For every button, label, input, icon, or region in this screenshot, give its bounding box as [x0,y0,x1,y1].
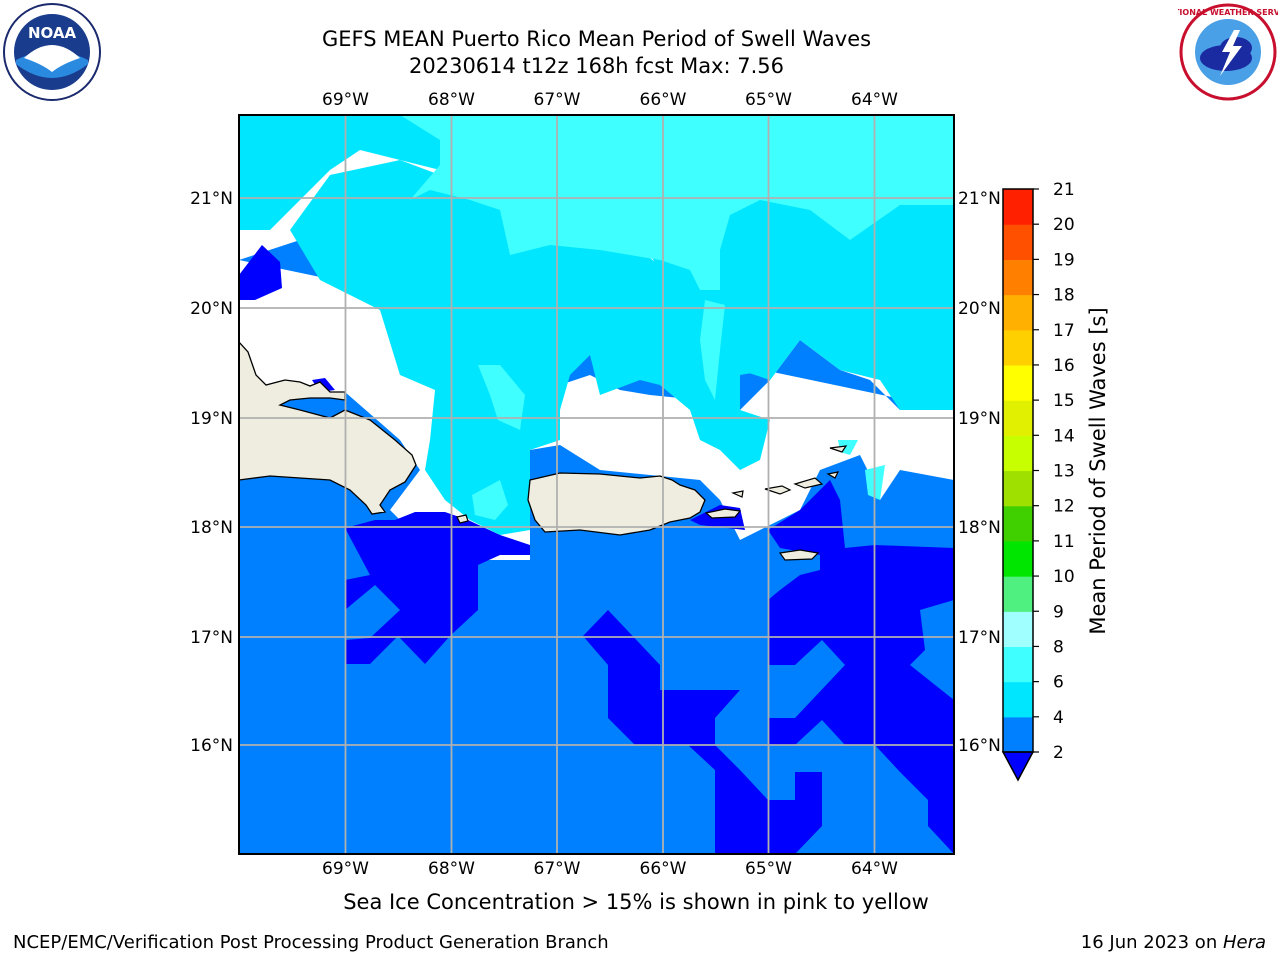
contour-fill-2-4 [239,240,954,854]
nws-logo-text: NATIONAL WEATHER SERVICE [1178,8,1278,17]
lat-label-left: 19°N [190,409,233,429]
lat-labels-left: 21°N 20°N 19°N 18°N 17°N 16°N [190,189,233,756]
colorbar-label: 10 [1053,567,1075,587]
colorbar-segment [1003,576,1033,612]
contour-fill-under-2-nw [239,245,282,300]
lon-label-top: 68°W [428,90,475,110]
lat-label-left: 20°N [190,299,233,319]
lon-label-bottom: 66°W [640,859,687,879]
colorbar-segment [1003,435,1033,472]
colorbar-label: 21 [1053,180,1075,200]
colorbar-label: 20 [1053,215,1075,235]
colorbar-label: 2 [1053,743,1064,763]
nws-logo-icon: NATIONAL WEATHER SERVICE [1178,3,1278,101]
lon-label-top: 64°W [851,90,898,110]
colorbar-label: 14 [1053,426,1075,446]
colorbar-segment [1003,681,1033,718]
chart-subtitle: 20230614 t12z 168h fcst Max: 7.56 [409,54,784,78]
lon-label-top: 67°W [534,90,581,110]
footer-machine: Hera [1222,932,1266,953]
colorbar-segment [1003,716,1033,753]
colorbar-label: 8 [1053,637,1064,657]
colorbar-label: 18 [1053,286,1075,306]
colorbar-label: 4 [1053,708,1064,728]
colorbar-label: 16 [1053,356,1075,376]
contour-fill-under-2-west [292,512,530,664]
noaa-logo-text: NOAA [28,24,77,42]
lon-label-bottom: 68°W [428,859,475,879]
colorbar-label: 17 [1053,321,1075,341]
lat-label-right: 18°N [958,518,1001,538]
lat-label-left: 17°N [190,628,233,648]
colorbar-segment [1003,400,1033,436]
footer-date: 16 Jun 2023 on Hera [1081,932,1266,953]
colorbar-label: 19 [1053,250,1075,270]
lat-label-left: 21°N [190,189,233,209]
colorbar-segment [1003,364,1033,401]
lon-label-bottom: 67°W [534,859,581,879]
colorbar-title: Mean Period of Swell Waves [s] [1086,307,1110,634]
colorbar-segment [1003,470,1033,507]
colorbar-label: 13 [1053,462,1075,482]
lon-label-top: 69°W [322,90,369,110]
noaa-logo-icon: NOAA [3,3,101,101]
land-puerto-rico [527,472,706,536]
colorbar-segment [1003,646,1033,683]
contour-fill-6-8-patch [472,480,508,520]
map-area [239,115,954,854]
lat-label-right: 21°N [958,189,1001,209]
lon-label-top: 65°W [745,90,792,110]
lon-label-top: 66°W [640,90,687,110]
colorbar-segment [1003,540,1033,577]
contour-fill-6-8-south [478,365,525,430]
footer-credit: NCEP/EMC/Verification Post Processing Pr… [13,932,609,953]
lat-label-right: 17°N [958,628,1001,648]
contour-fill-6-8-inner [700,300,725,400]
colorbar-segment [1003,189,1033,225]
land-tortola [793,477,824,489]
colorbar-segment [1003,329,1033,366]
map-frame [238,114,955,855]
chart-title: GEFS MEAN Puerto Rico Mean Period of Swe… [321,27,872,51]
colorbar-label: 11 [1053,532,1075,552]
sea-ice-note: Sea Ice Concentration > 15% is shown in … [343,890,929,914]
lon-labels-top: 69°W 68°W 67°W 66°W 65°W 64°W [322,90,898,110]
colorbar-segment [1003,224,1033,260]
colorbar: 2 4 6 8 9 10 11 12 13 14 15 16 17 18 19 20 21 [1001,180,1075,782]
land-anegada [829,445,848,453]
lat-label-right: 16°N [958,736,1001,756]
colorbar-segment [1003,505,1033,542]
lon-label-bottom: 65°W [745,859,792,879]
lat-label-left: 16°N [190,736,233,756]
colorbar-segment [1003,259,1033,296]
colorbar-label: 9 [1053,602,1064,622]
land-vieques [704,508,742,519]
land-desecheo [456,514,469,524]
colorbar-label: 6 [1053,673,1064,693]
lat-label-right: 20°N [958,299,1001,319]
lon-label-bottom: 69°W [322,859,369,879]
lat-label-right: 19°N [958,409,1001,429]
colorbar-segment [1003,294,1033,331]
grid [239,115,954,854]
land-sombrero [826,471,840,479]
footer-date-text: 16 Jun 2023 on [1080,932,1223,953]
colorbar-under-triangle [1001,751,1035,782]
land-culebra [731,490,744,498]
colorbar-label: 12 [1053,497,1075,517]
lat-labels-right: 21°N 20°N 19°N 18°N 17°N 16°N [958,189,1001,756]
contour-fill-under-2-south [583,610,822,854]
land-hispaniola [239,341,417,515]
contour-fill-6-8 [239,115,954,290]
colorbar-label: 15 [1053,391,1075,411]
land-virgin-islands [764,485,792,495]
contour-fill-under-2-east [768,480,954,854]
colorbar-segment [1003,611,1033,648]
lon-label-bottom: 64°W [851,859,898,879]
lon-labels-bottom: 69°W 68°W 67°W 66°W 65°W 64°W [322,859,898,879]
lat-label-left: 18°N [190,518,233,538]
land-st-croix [778,549,820,561]
contour-fill-4-6-coastal [290,160,800,535]
